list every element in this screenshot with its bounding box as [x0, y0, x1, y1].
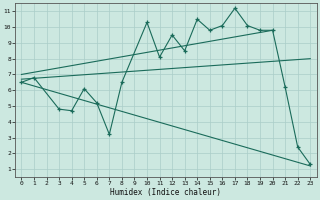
X-axis label: Humidex (Indice chaleur): Humidex (Indice chaleur) [110, 188, 221, 197]
